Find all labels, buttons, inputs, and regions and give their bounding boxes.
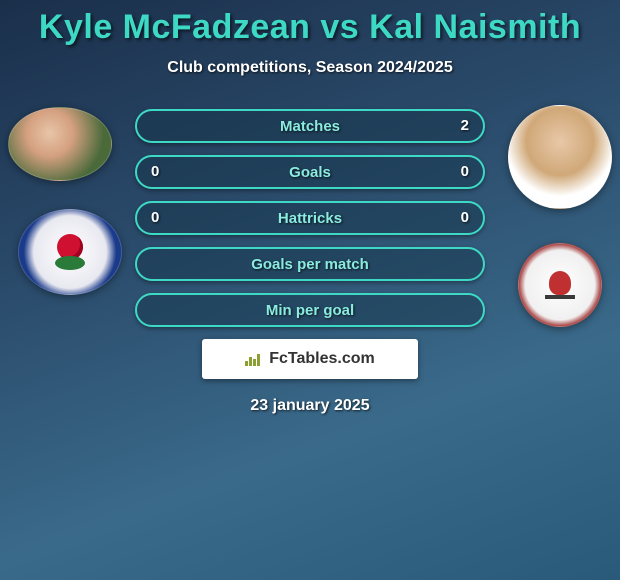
stat-value-left: 0 (151, 209, 159, 226)
rose-icon (50, 232, 90, 272)
robin-icon (540, 265, 580, 305)
brand-badge[interactable]: FcTables.com (202, 339, 418, 379)
stat-row-matches: Matches 2 (135, 109, 485, 143)
stat-row-goals: 0 Goals 0 (135, 155, 485, 189)
stat-row-goals-per-match: Goals per match (135, 247, 485, 281)
club-right-badge (518, 243, 602, 327)
page-title: Kyle McFadzean vs Kal Naismith (0, 0, 620, 47)
stat-row-hattricks: 0 Hattricks 0 (135, 201, 485, 235)
player-right-avatar (508, 105, 612, 209)
comparison-panel: Matches 2 0 Goals 0 0 Hattricks 0 Goals … (0, 107, 620, 415)
stat-value-left: 0 (151, 163, 159, 180)
stat-value-right: 0 (461, 209, 469, 226)
stat-rows: Matches 2 0 Goals 0 0 Hattricks 0 Goals … (135, 107, 485, 327)
brand-text: FcTables.com (269, 350, 375, 368)
player-left-avatar (8, 107, 112, 181)
stat-label: Goals per match (251, 256, 369, 273)
stat-row-min-per-goal: Min per goal (135, 293, 485, 327)
subtitle: Club competitions, Season 2024/2025 (0, 59, 620, 77)
bar-chart-icon (245, 352, 263, 366)
club-left-badge (18, 209, 122, 295)
stat-label: Matches (280, 118, 340, 135)
stat-value-right: 2 (461, 117, 469, 134)
stat-label: Min per goal (266, 302, 354, 319)
date-label: 23 january 2025 (10, 397, 610, 415)
stat-value-right: 0 (461, 163, 469, 180)
stat-label: Goals (289, 164, 331, 181)
stat-label: Hattricks (278, 210, 342, 227)
